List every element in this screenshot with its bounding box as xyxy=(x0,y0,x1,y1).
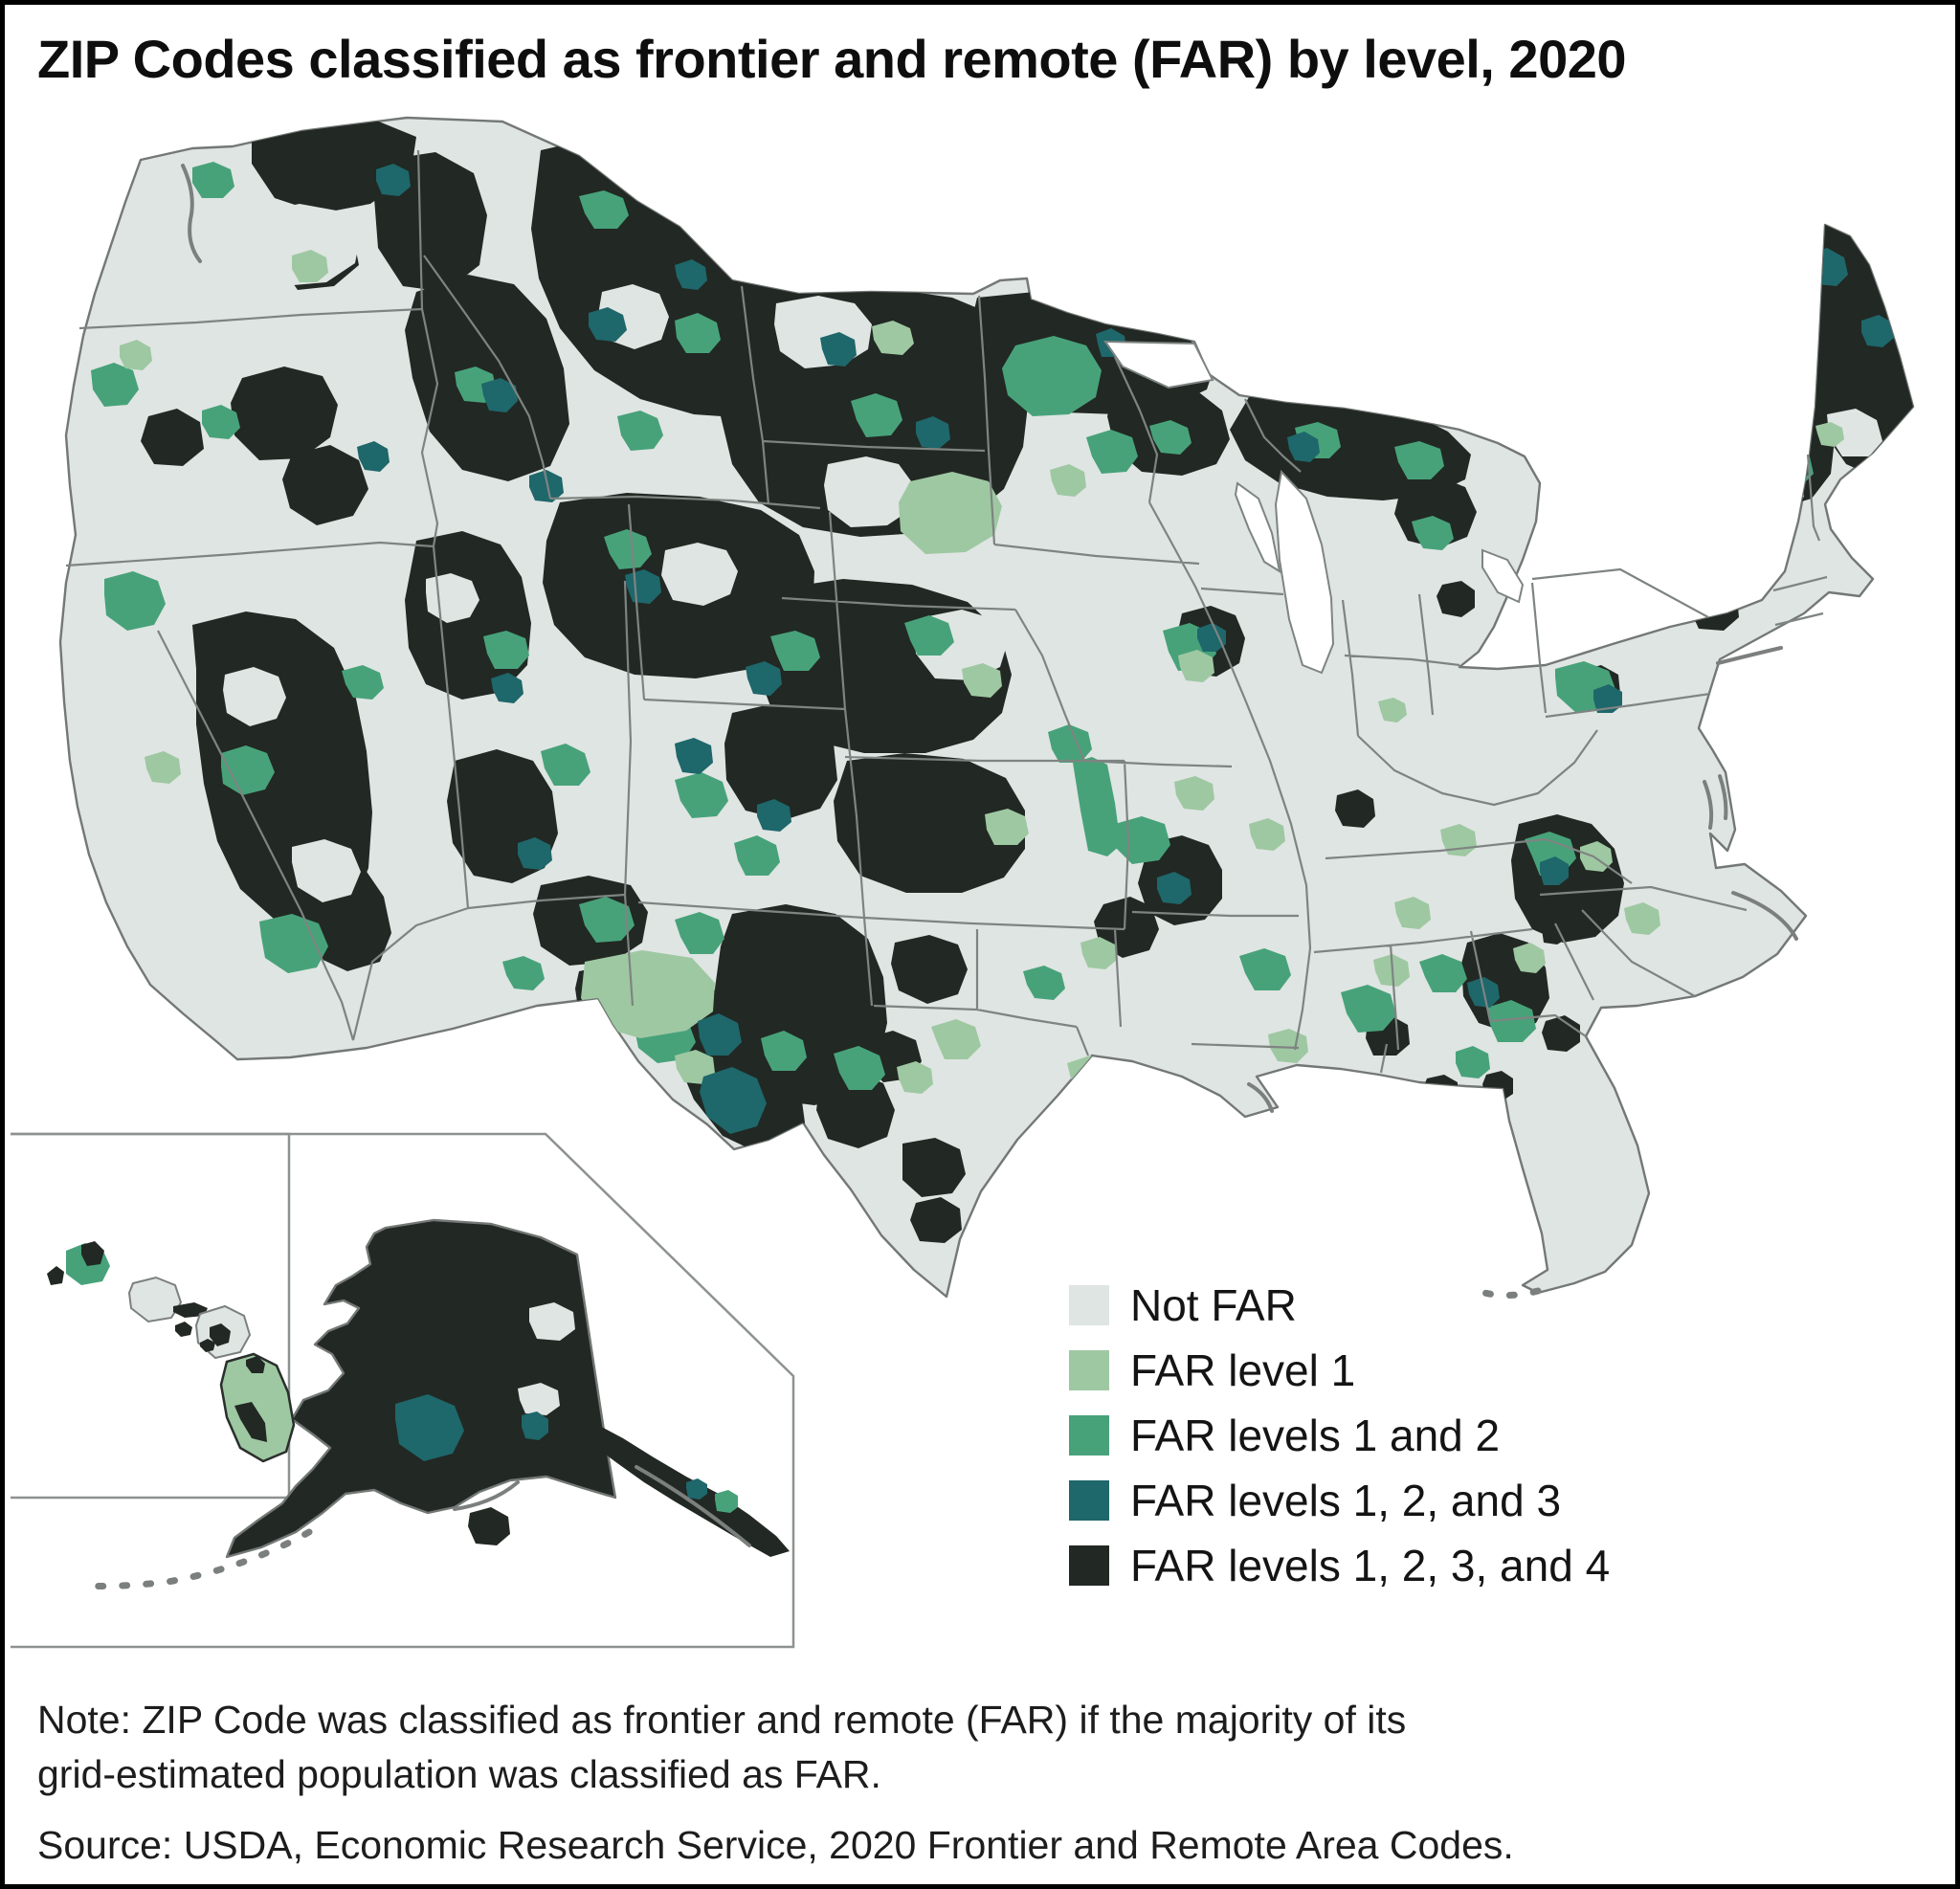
legend-item-not-far: Not FAR xyxy=(1069,1280,1610,1330)
legend-swatch-far-12 xyxy=(1069,1415,1109,1456)
hawaii xyxy=(47,1241,296,1463)
saginaw-bay xyxy=(1481,548,1525,604)
aleutian-islands xyxy=(76,1528,313,1589)
legend-swatch-far-1 xyxy=(1069,1350,1109,1390)
figure-title: ZIP Codes classified as frontier and rem… xyxy=(37,29,1627,89)
lake-superior-west xyxy=(1103,340,1214,389)
us-far-map xyxy=(11,116,1915,1649)
coastal-fringe xyxy=(181,164,1798,1113)
kauai-dark-patch xyxy=(81,1241,104,1266)
legend-label: FAR level 1 xyxy=(1130,1345,1356,1395)
lake-michigan xyxy=(1274,469,1335,675)
legend-label: FAR levels 1 and 2 xyxy=(1130,1411,1501,1460)
legend-label: FAR levels 1, 2, 3, and 4 xyxy=(1130,1541,1611,1590)
footnotes: Note: ZIP Code was classified as frontie… xyxy=(37,1693,1927,1871)
note-text: Note: ZIP Code was classified as frontie… xyxy=(37,1698,1407,1796)
legend-swatch-far-123 xyxy=(1069,1480,1109,1521)
legend: Not FAR FAR level 1 FAR levels 1 and 2 F… xyxy=(1069,1280,1610,1590)
hawaii-box xyxy=(11,1132,291,1500)
legend-label: FAR levels 1, 2, and 3 xyxy=(1130,1476,1562,1525)
legend-item-far-123: FAR levels 1, 2, and 3 xyxy=(1069,1476,1610,1525)
alaska-far-12-dots xyxy=(715,1490,738,1513)
maui-dark-patch xyxy=(210,1323,231,1346)
big-island-dark-north xyxy=(246,1356,265,1373)
legend-item-far-1: FAR level 1 xyxy=(1069,1345,1610,1395)
legend-swatch-not-far xyxy=(1069,1285,1109,1325)
state-borders xyxy=(65,149,1828,1074)
niihau xyxy=(47,1266,64,1285)
green-bay xyxy=(1234,481,1281,574)
oahu xyxy=(127,1276,183,1323)
legend-swatch-far-1234 xyxy=(1069,1545,1109,1586)
alaska-not-far-patches xyxy=(518,1302,575,1415)
far-level-1-patches xyxy=(120,250,1844,1094)
alaska xyxy=(76,1218,790,1589)
big-island-dark-south xyxy=(234,1402,267,1442)
alaska-hawaii-inset xyxy=(11,1132,795,1649)
great-lakes xyxy=(1103,340,1525,675)
source-text: Source: USDA, Economic Research Service,… xyxy=(37,1823,1514,1868)
inset-border xyxy=(11,1132,795,1649)
alaska-panhandle-teal xyxy=(686,1478,707,1500)
legend-label: Not FAR xyxy=(1130,1280,1297,1330)
alaska-coast-fringe xyxy=(453,1465,751,1547)
kodiak-island xyxy=(468,1507,510,1545)
legend-item-far-1234: FAR levels 1, 2, 3, and 4 xyxy=(1069,1541,1610,1590)
lanai xyxy=(175,1322,192,1337)
legend-item-far-12: FAR levels 1 and 2 xyxy=(1069,1411,1610,1460)
alaska-far-123-patches xyxy=(395,1394,548,1461)
hawaii-big-island xyxy=(219,1352,296,1463)
kahoolawe xyxy=(200,1339,215,1352)
florida-keys xyxy=(1481,1287,1542,1300)
contiguous-us xyxy=(58,116,1915,1300)
